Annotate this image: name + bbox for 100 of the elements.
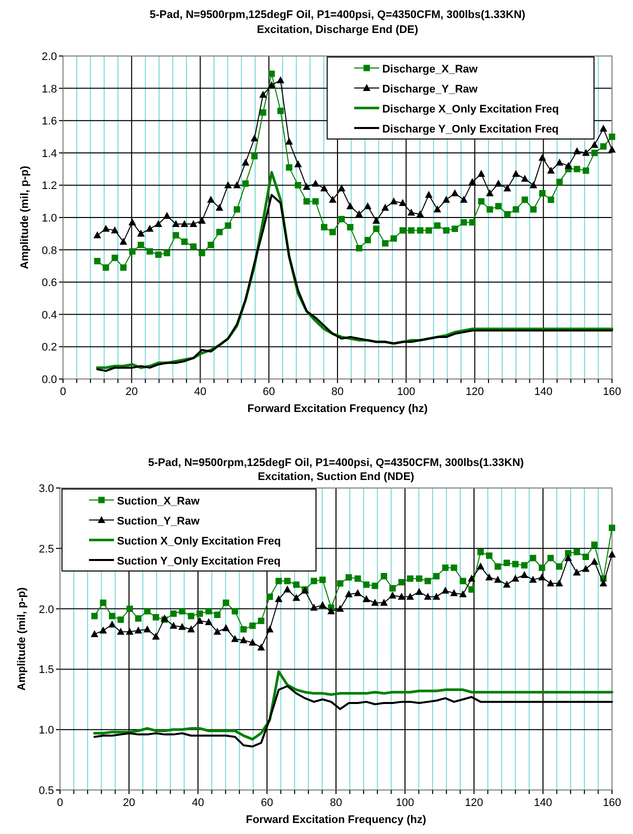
point xyxy=(582,564,590,572)
x-tick-label: 120 xyxy=(466,386,484,398)
point xyxy=(416,227,424,234)
y-tick-label: 1.0 xyxy=(42,212,57,224)
point xyxy=(504,560,510,566)
x-tick-label: 160 xyxy=(602,386,622,398)
point xyxy=(538,564,546,571)
point xyxy=(381,204,389,211)
point xyxy=(494,576,502,583)
point xyxy=(233,181,241,188)
point xyxy=(494,180,502,187)
point xyxy=(257,643,265,650)
y-axis-title: Amplitude (mil, p-p) xyxy=(19,166,31,270)
y-tick-label: 0.0 xyxy=(42,374,57,386)
point xyxy=(118,616,124,623)
point xyxy=(363,581,370,588)
point xyxy=(146,224,154,232)
point xyxy=(181,238,188,245)
point xyxy=(207,196,215,203)
point xyxy=(208,242,214,248)
point xyxy=(362,595,370,602)
point xyxy=(135,615,142,622)
point xyxy=(154,220,162,227)
x-tick-label: 120 xyxy=(464,797,484,809)
point xyxy=(328,196,336,203)
point xyxy=(259,90,267,98)
point xyxy=(582,554,589,560)
point xyxy=(354,589,362,596)
point xyxy=(276,578,282,584)
point xyxy=(520,570,528,578)
point xyxy=(284,585,292,592)
point xyxy=(198,216,206,224)
x-tick-label: 40 xyxy=(194,386,206,398)
point xyxy=(512,206,520,213)
point xyxy=(442,586,450,594)
point xyxy=(285,138,293,145)
legend-label: Suction_Y_Raw xyxy=(117,516,200,528)
point xyxy=(512,560,519,568)
point xyxy=(434,205,442,212)
point xyxy=(494,563,502,570)
point xyxy=(222,624,230,632)
chart-title: 5-Pad, N=9500rpm,125degF Oil, P1=400psi, Q=4350CFM, 300lbs(1.33KN) xyxy=(150,9,526,21)
point xyxy=(530,554,536,562)
point xyxy=(546,579,554,586)
point xyxy=(320,224,328,230)
point xyxy=(504,184,512,192)
point xyxy=(204,618,212,626)
point xyxy=(138,242,144,248)
point xyxy=(268,81,276,88)
point xyxy=(310,604,318,611)
point xyxy=(268,70,275,77)
point xyxy=(406,592,414,600)
point xyxy=(556,563,562,570)
point xyxy=(214,628,222,635)
point xyxy=(231,635,239,642)
y-tick-label: 2.5 xyxy=(38,543,54,556)
point xyxy=(512,170,520,177)
point xyxy=(600,124,608,132)
point xyxy=(120,238,128,245)
y-tick-label: 1.2 xyxy=(42,180,57,192)
legend-label: Suction Y_Only Excitation Freq xyxy=(117,556,281,568)
point xyxy=(90,630,98,638)
point xyxy=(426,227,432,234)
point xyxy=(310,578,318,584)
point xyxy=(180,220,188,227)
point xyxy=(389,585,396,592)
point xyxy=(248,638,256,646)
point xyxy=(242,158,250,166)
point xyxy=(250,134,258,142)
point xyxy=(172,220,180,227)
point xyxy=(102,264,110,271)
point xyxy=(433,572,440,580)
point xyxy=(224,181,232,188)
point xyxy=(424,592,432,600)
point xyxy=(521,562,528,569)
y-tick-label: 0.8 xyxy=(42,244,57,257)
point xyxy=(129,248,136,255)
point xyxy=(338,216,345,222)
point xyxy=(590,558,598,565)
point xyxy=(388,592,396,599)
point xyxy=(380,572,388,580)
point xyxy=(547,166,555,174)
chart-subtitle: Excitation, Suction End (NDE) xyxy=(258,471,415,483)
point xyxy=(372,216,380,224)
point xyxy=(111,226,119,234)
point xyxy=(590,140,598,148)
point xyxy=(284,578,291,584)
x-tick-label: 140 xyxy=(534,386,553,398)
point xyxy=(344,590,353,598)
point xyxy=(406,575,414,582)
point xyxy=(399,227,406,234)
point xyxy=(529,576,537,583)
point xyxy=(582,167,590,174)
x-tick-label: 40 xyxy=(192,797,204,809)
point xyxy=(102,224,110,232)
x-tick-label: 0 xyxy=(56,797,64,809)
point xyxy=(266,625,274,632)
point xyxy=(294,160,302,168)
point xyxy=(416,210,424,218)
point xyxy=(327,607,335,614)
